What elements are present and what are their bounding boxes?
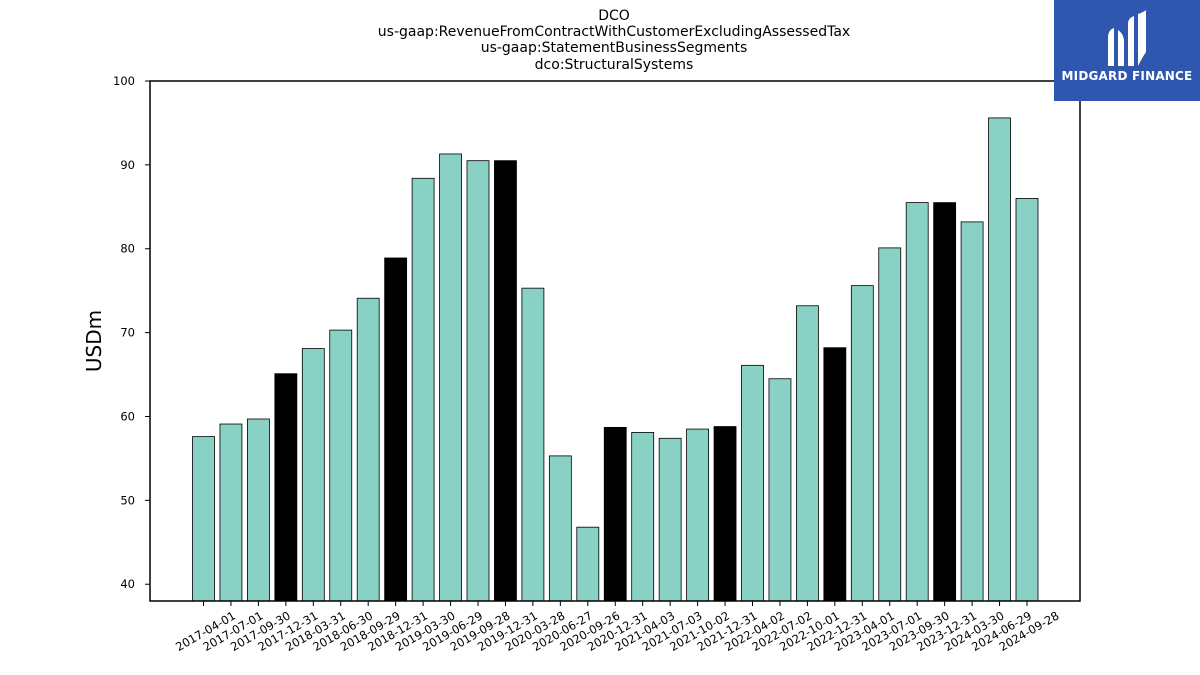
bar-2020-06-27	[548, 455, 572, 602]
bar-2020-12-31	[603, 426, 627, 602]
bar-2021-04-03	[631, 432, 655, 602]
midgard-logo-icon	[1108, 10, 1146, 66]
title-line-4: dco:StructuralSystems	[535, 57, 694, 73]
bar-2024-03-30	[960, 221, 984, 602]
y-tick-label: 100	[113, 74, 135, 88]
bar-2022-04-02	[741, 364, 764, 602]
bar-2023-04-01	[850, 285, 874, 602]
y-tick-label: 50	[120, 493, 135, 507]
y-axis-label: USDm	[82, 310, 106, 372]
bar-2019-12-31	[494, 160, 517, 602]
bar-2022-12-31	[823, 347, 847, 602]
bar-2018-12-31	[384, 257, 408, 602]
bar-2020-09-26	[576, 526, 600, 602]
chart-title: DCO us-gaap:RevenueFromContractWithCusto…	[378, 8, 850, 73]
y-tick-label: 70	[120, 326, 135, 340]
y-tick-label: 40	[120, 577, 135, 591]
y-axis: 40 50 60 70 80 90 100	[113, 74, 150, 591]
title-line-3: us-gaap:StatementBusinessSegments	[481, 40, 748, 56]
bar-2021-07-03	[658, 437, 682, 602]
bar-2018-03-31	[301, 348, 325, 602]
bar-2023-07-01	[878, 247, 902, 602]
y-tick-label: 80	[120, 242, 135, 256]
bar-2018-09-29	[356, 297, 380, 602]
y-tick-label: 60	[120, 409, 135, 423]
bars	[192, 117, 1039, 602]
title-line-2: us-gaap:RevenueFromContractWithCustomerE…	[378, 24, 850, 40]
bar-2017-12-31	[274, 373, 298, 602]
bar-2017-04-01	[192, 436, 215, 602]
bar-2019-06-29	[439, 153, 462, 602]
brand-logo: MIDGARD FINANCE	[1054, 0, 1200, 101]
x-axis: 2017-04-012017-07-012017-09-302017-12-31…	[173, 601, 1062, 654]
bar-2024-09-28	[1015, 198, 1039, 602]
bar-2017-07-01	[219, 423, 243, 602]
bar-2023-09-30	[905, 202, 929, 602]
bar-2020-03-28	[521, 287, 545, 602]
bar-2022-10-01	[796, 305, 819, 602]
bar-2019-09-28	[466, 160, 490, 602]
plot-frame	[149, 80, 1081, 602]
bar-2021-12-31	[713, 426, 737, 602]
bar-2024-06-29	[988, 117, 1011, 602]
title-line-1: DCO	[598, 8, 630, 24]
logo-text: MIDGARD FINANCE	[1061, 69, 1193, 83]
bar-2019-03-30	[411, 177, 435, 602]
bar-2021-10-02	[686, 428, 709, 602]
y-tick-label: 90	[120, 158, 135, 172]
bar-2018-06-30	[329, 329, 353, 602]
bar-2022-07-02	[768, 378, 792, 602]
bar-2023-12-31	[933, 202, 957, 602]
bar-2017-09-30	[246, 418, 270, 602]
